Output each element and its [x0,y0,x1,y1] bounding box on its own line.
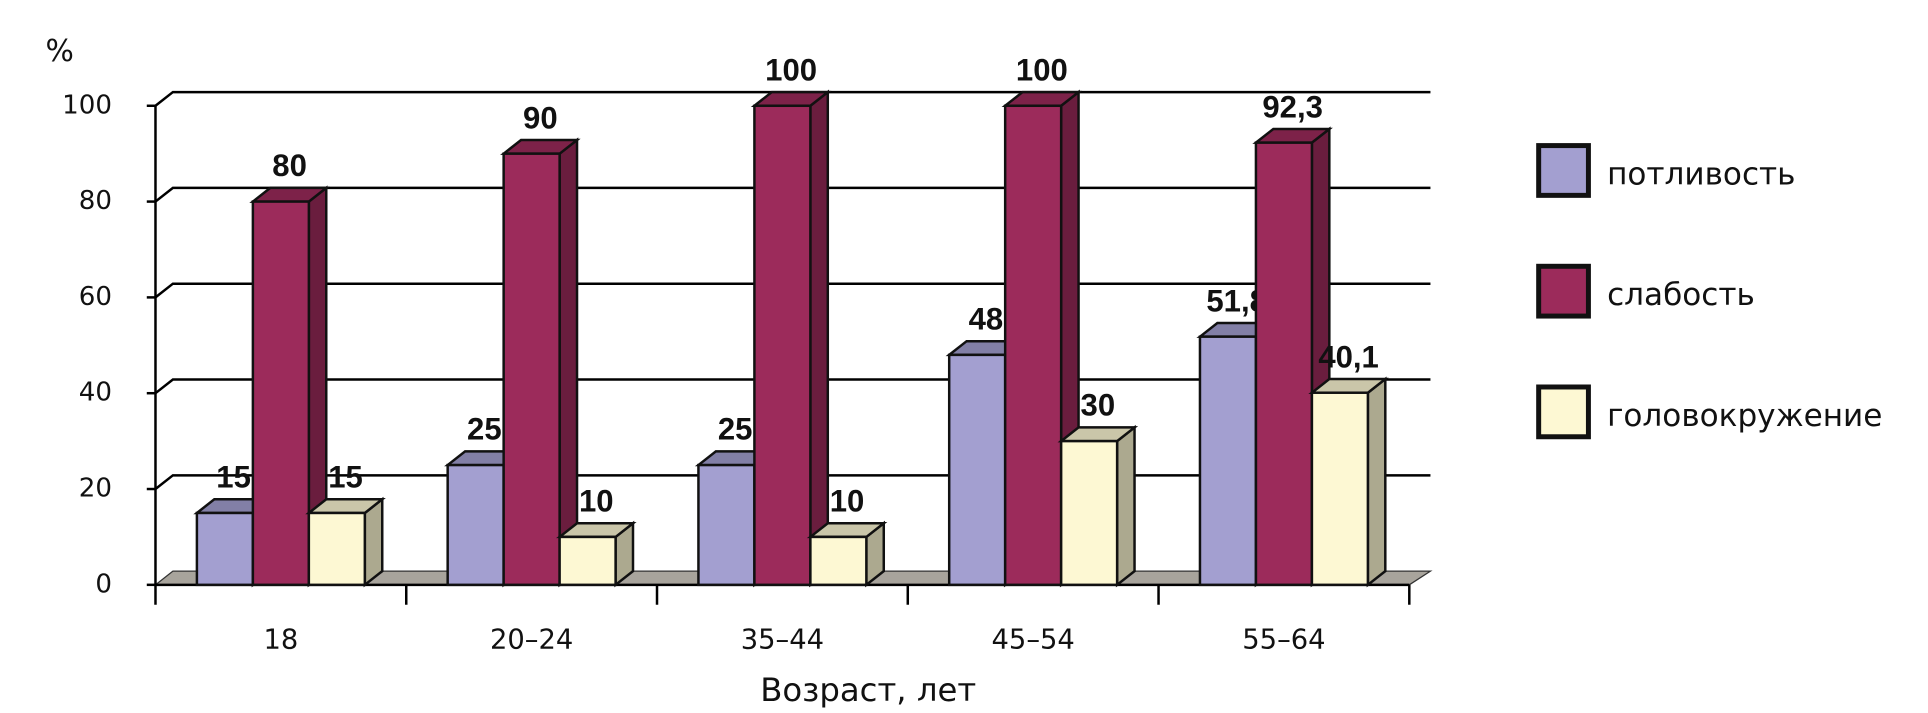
value-label: 25 [718,412,753,447]
y-tick-label: 100 [62,90,112,120]
legend-swatch [1536,143,1591,198]
value-label: 90 [523,100,558,135]
grid-line [154,90,1431,107]
bar [307,511,367,587]
x-tick-label: 35–44 [741,624,824,655]
bar-side [558,137,579,588]
y-tick-label: 40 [79,378,112,408]
bar [1310,391,1370,587]
legend-label: слабость [1607,277,1755,313]
value-label: 48 [969,302,1004,337]
bar [1198,335,1258,587]
y-tick-label: 20 [79,474,112,504]
bar [251,200,311,587]
legend-swatch [1536,384,1591,440]
x-tick-label: 18 [263,624,298,655]
x-tick-label: 55–64 [1242,624,1325,655]
bar-side [1366,376,1387,588]
legend-label: потливость [1607,156,1795,192]
value-label: 25 [467,412,502,447]
value-label: 40,1 [1318,339,1379,374]
bar [697,463,756,587]
bar-side [1115,424,1136,588]
value-label: 100 [765,52,817,87]
bar [1254,141,1314,587]
bar [1059,439,1119,587]
x-tick-label: 45–54 [992,624,1075,655]
bar [809,535,868,587]
value-label: 92,3 [1262,89,1323,124]
value-label: 80 [272,148,307,183]
y-tick-label: 0 [95,569,112,599]
y-tick-label: 80 [79,186,112,216]
bar [753,104,812,587]
x-tick-label: 20–24 [490,624,573,655]
x-axis-title: Возраст, лет [760,671,976,709]
bar [558,535,617,587]
bar [195,511,255,587]
legend-swatch [1536,263,1591,319]
value-label: 15 [216,460,251,495]
y-axis-title: % [46,34,74,69]
value-label: 10 [830,484,865,519]
bar [1003,104,1063,587]
bar [947,353,1007,587]
value-label: 30 [1081,388,1116,423]
bar [446,463,505,587]
bar-side [809,89,830,588]
legend-label: головокружение [1607,398,1882,434]
value-label: 15 [328,460,363,495]
y-tick-label: 60 [79,282,112,312]
value-label: 10 [579,484,614,519]
value-label: 100 [1016,52,1068,87]
bar [502,152,561,587]
